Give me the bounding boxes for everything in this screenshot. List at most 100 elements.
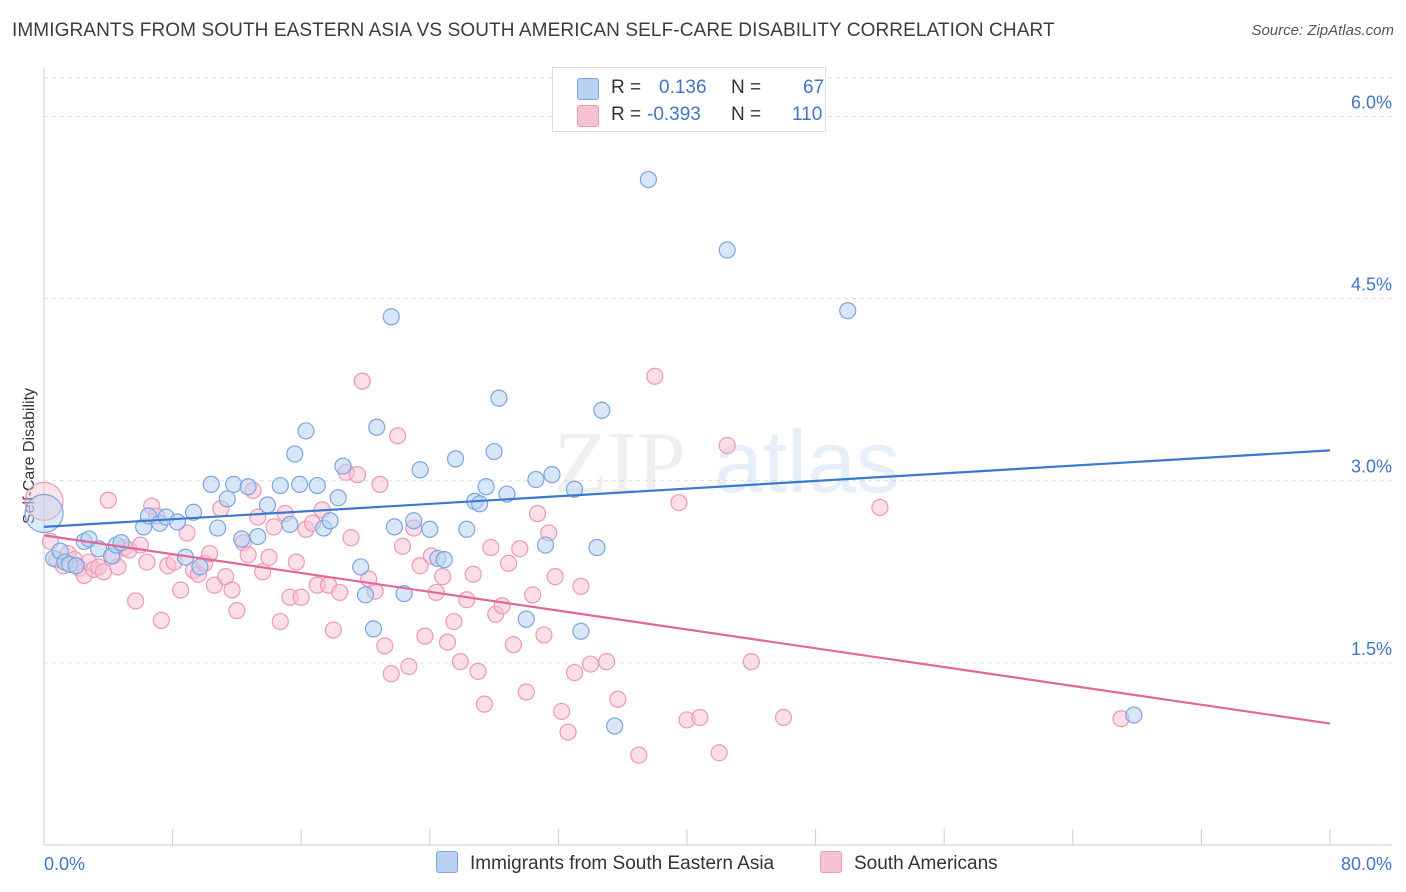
south-americans-point xyxy=(127,592,145,610)
y-tick-label: 6.0% xyxy=(1351,92,1392,112)
south-americans-point xyxy=(559,723,577,741)
south-americans-point xyxy=(670,493,688,512)
sea-immigrants-point xyxy=(588,538,606,557)
sea-immigrants-point xyxy=(435,551,453,569)
sea-immigrants-point xyxy=(271,476,289,495)
sea-immigrants-point xyxy=(191,558,209,576)
legend-n-label: N = xyxy=(731,104,762,125)
south-americans-point xyxy=(382,665,400,683)
sea-immigrants-point xyxy=(572,622,590,640)
south-americans-point xyxy=(630,746,648,764)
source-label: Source: ZipAtlas.com xyxy=(1251,22,1394,39)
sea-immigrants-point xyxy=(718,241,736,259)
series-sea-immigrants-points xyxy=(24,170,1143,735)
sea-immigrants-point xyxy=(517,610,535,628)
south-americans-point xyxy=(260,548,278,566)
south-americans-point xyxy=(553,702,571,721)
south-americans-point xyxy=(546,568,564,586)
south-americans-point xyxy=(400,657,418,676)
y-tick-label: 1.5% xyxy=(1351,639,1392,659)
y-tick-label: 3.0% xyxy=(1351,457,1392,477)
south-americans-point xyxy=(482,538,500,557)
sea-immigrants-point xyxy=(168,513,187,531)
sea-immigrants-point xyxy=(329,489,347,507)
sea-immigrants-point xyxy=(225,475,243,493)
south-americans-point xyxy=(393,537,412,555)
south-americans-point xyxy=(742,653,760,671)
x-tick-max: 80.0% xyxy=(1341,854,1392,874)
south-americans-point xyxy=(528,504,547,523)
sea-immigrants-point xyxy=(405,512,423,530)
sea-immigrants-point xyxy=(364,620,383,638)
south-americans-point xyxy=(464,565,482,583)
south-americans-point xyxy=(434,568,452,586)
sea-immigrants-point xyxy=(421,520,439,538)
chart-title: IMMIGRANTS FROM SOUTH EASTERN ASIA VS SO… xyxy=(12,20,1055,41)
sea-immigrants-point xyxy=(209,519,227,537)
sea-immigrants-point xyxy=(24,493,64,534)
south-americans-point xyxy=(94,563,113,581)
legend-swatch-pink xyxy=(577,105,599,127)
legend-swatch-blue xyxy=(577,78,599,100)
watermark-atlas: atlas xyxy=(714,412,900,511)
sea-immigrants-point xyxy=(356,586,375,604)
sea-immigrants-point xyxy=(606,717,624,735)
sea-immigrants-point xyxy=(1125,706,1143,724)
south-americans-point xyxy=(469,662,487,680)
sea-immigrants-point xyxy=(218,490,236,508)
south-americans-point xyxy=(324,621,342,639)
south-americans-point xyxy=(445,612,463,631)
south-americans-point xyxy=(524,586,542,604)
sea-immigrants-point xyxy=(233,530,251,548)
legend-r-label: R = xyxy=(611,104,642,125)
sea-immigrants-point xyxy=(471,495,489,513)
south-americans-point xyxy=(348,466,367,484)
trend-line-south-americans xyxy=(43,534,1331,725)
sea-immigrants-point xyxy=(639,170,658,189)
south-americans-point xyxy=(138,553,156,571)
sea-immigrants-point xyxy=(565,480,584,498)
south-americans-point xyxy=(646,367,664,385)
south-americans-point xyxy=(517,683,535,701)
south-americans-point xyxy=(292,588,310,606)
sea-immigrants-point xyxy=(477,478,495,496)
south-americans-point xyxy=(411,557,429,575)
south-americans-point xyxy=(152,611,170,629)
south-americans-point xyxy=(475,695,494,713)
south-americans-point xyxy=(389,427,407,445)
south-americans-point xyxy=(535,626,553,644)
sea-immigrants-point xyxy=(281,515,299,534)
south-americans-point xyxy=(200,544,219,563)
south-americans-point xyxy=(581,655,600,673)
legend-n-label: N = xyxy=(731,77,762,98)
legend-swatch-pink xyxy=(820,851,842,873)
legend-n-value: 110 xyxy=(792,104,823,125)
legend-r-value: 0.136 xyxy=(659,77,707,98)
y-axis-label: Self-Care Disability xyxy=(21,388,38,524)
sea-immigrants-point xyxy=(334,457,352,475)
sea-immigrants-point xyxy=(290,475,309,493)
grid-lines xyxy=(44,77,1392,664)
sea-immigrants-point xyxy=(67,557,85,575)
legend-item-south-americans: South Americans xyxy=(820,851,998,875)
south-americans-point xyxy=(239,546,257,564)
south-americans-point xyxy=(493,597,511,615)
x-axis-ticks xyxy=(43,829,1331,845)
y-tick-label: 4.5% xyxy=(1351,275,1392,295)
south-americans-point xyxy=(228,602,246,620)
sea-immigrants-point xyxy=(239,478,257,496)
south-americans-point xyxy=(710,744,728,762)
sea-immigrants-point xyxy=(258,496,277,514)
south-americans-point xyxy=(511,540,529,558)
y-axis-tick-labels: 1.5% 3.0% 4.5% 6.0% xyxy=(1351,92,1392,658)
south-americans-point xyxy=(871,498,889,517)
south-americans-point xyxy=(718,436,736,455)
south-americans-point xyxy=(371,475,389,493)
legend-r-label: R = xyxy=(611,77,642,98)
south-americans-point xyxy=(178,524,196,542)
sea-immigrants-point xyxy=(202,475,220,493)
sea-immigrants-point xyxy=(385,518,404,536)
sea-immigrants-point xyxy=(249,527,267,546)
south-americans-point xyxy=(774,708,793,727)
